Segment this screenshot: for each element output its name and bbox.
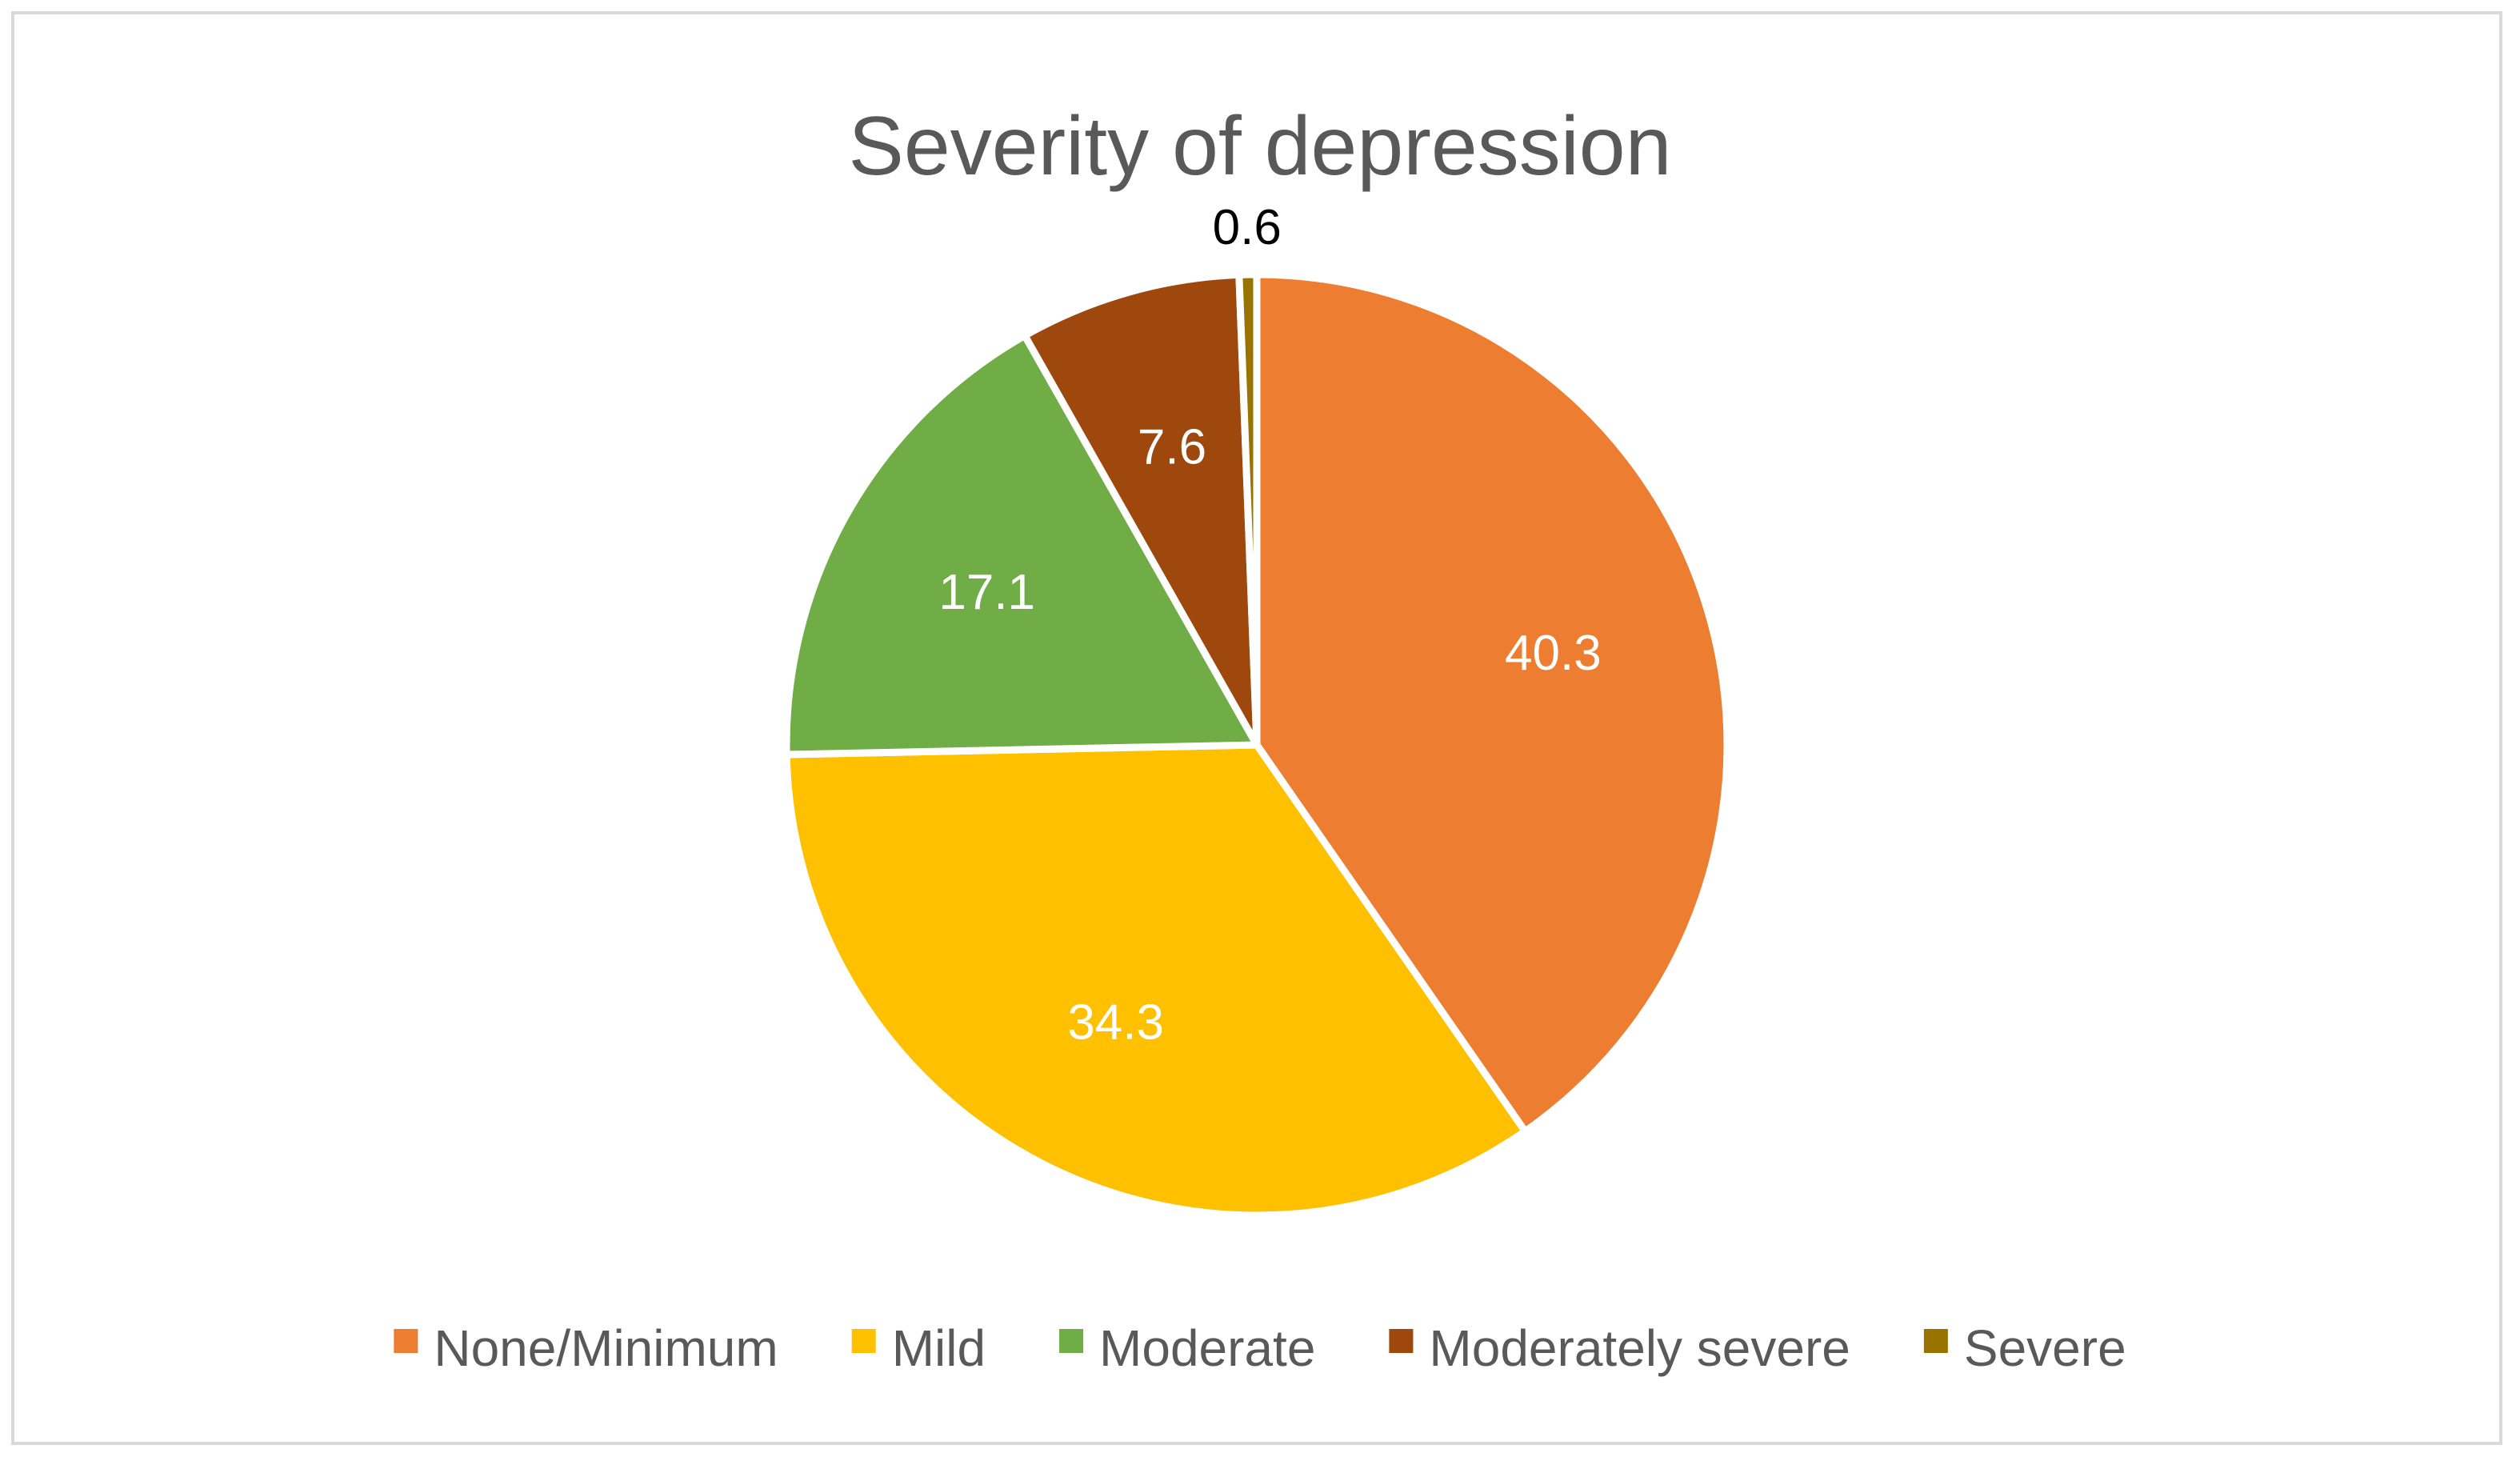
legend-swatch-none-minimum — [394, 1329, 418, 1353]
legend-label-severe: Severe — [1964, 1319, 2126, 1377]
chart-title: Severity of depression — [849, 100, 1672, 193]
legend-label-moderate: Moderate — [1099, 1319, 1315, 1377]
slice-moderately-severe — [1021, 270, 1261, 749]
legend-label-moderately-severe: Moderately severe — [1429, 1319, 1850, 1377]
legend: None/Minimum Mild Moderate Moderately sever… — [394, 1319, 2126, 1377]
data-label-mild: 34.3 — [1067, 995, 1164, 1051]
pie-chart: Severity of depression 40.3 34.3 17.1 7.6 0.… — [394, 100, 2126, 1377]
legend-label-mild: Mild — [892, 1319, 986, 1377]
legend-item-none-minimum: None/Minimum — [394, 1319, 778, 1377]
slice-severe — [1235, 270, 1261, 749]
legend-item-mild: Mild — [851, 1319, 986, 1377]
pie-slices — [782, 270, 1731, 1219]
legend-swatch-severe — [1923, 1329, 1948, 1353]
data-label-moderately-severe: 7.6 — [1138, 420, 1206, 475]
legend-item-moderately-severe: Moderately severe — [1389, 1319, 1850, 1377]
legend-swatch-moderate — [1059, 1329, 1084, 1353]
data-labels: 40.3 34.3 17.1 7.6 0.6 — [938, 200, 1601, 1051]
data-label-none-minimum: 40.3 — [1505, 626, 1602, 681]
data-label-moderate: 17.1 — [938, 565, 1035, 620]
legend-swatch-mild — [851, 1329, 876, 1353]
slice-moderate — [782, 331, 1261, 759]
slice-none-minimum — [1253, 270, 1731, 1135]
chart-frame: Severity of depression 40.3 34.3 17.1 7.6 0.… — [11, 11, 2502, 1445]
legend-item-moderate: Moderate — [1059, 1319, 1315, 1377]
legend-item-severe: Severe — [1923, 1319, 2126, 1377]
legend-label-none-minimum: None/Minimum — [434, 1319, 778, 1377]
legend-swatch-moderately-severe — [1389, 1329, 1414, 1353]
slice-mild — [782, 741, 1529, 1219]
data-label-severe: 0.6 — [1213, 200, 1282, 255]
